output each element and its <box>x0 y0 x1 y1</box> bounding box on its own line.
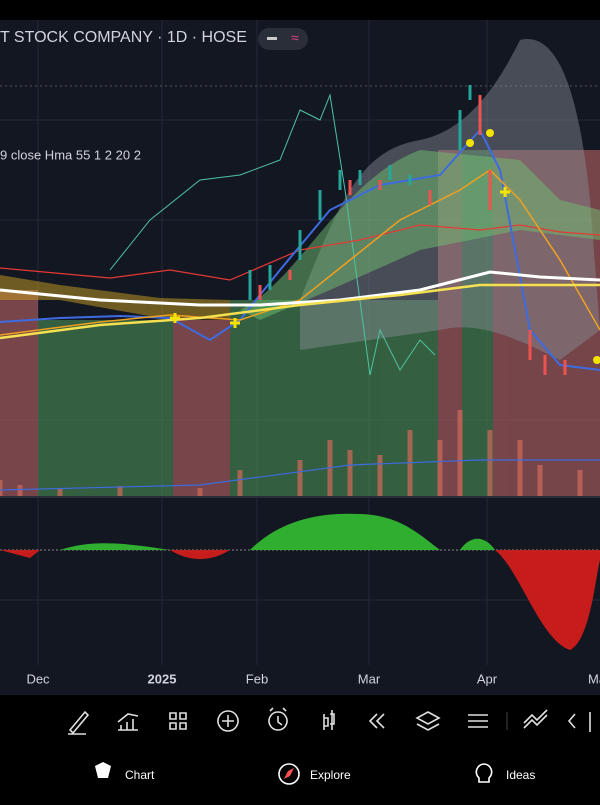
nav-tab[interactable]: Explore <box>310 768 351 782</box>
oscillator-positive <box>60 513 495 550</box>
chart-title: T STOCK COMPANY · 1D · HOSE <box>0 29 247 46</box>
volume-ma <box>0 459 600 491</box>
indicator-line <box>109 93 436 376</box>
x-tick-label: Dec <box>26 671 50 686</box>
explore-needle <box>284 768 294 779</box>
x-tick-label: Mar <box>358 671 381 686</box>
nav-tab[interactable]: Chart <box>125 768 155 782</box>
ideas-tab-icon[interactable] <box>475 763 493 783</box>
x-tick-label: 2025 <box>148 671 177 686</box>
compare-tool[interactable] <box>523 709 548 729</box>
oscillator-negative <box>0 550 600 650</box>
x-tick-label: Ma <box>588 671 600 686</box>
trend-regions <box>0 150 600 497</box>
volume <box>0 410 583 497</box>
nav-tab[interactable]: Ideas <box>506 768 535 782</box>
collapse-icon <box>267 37 277 40</box>
replay-tool[interactable] <box>368 713 385 729</box>
indicators-tool[interactable] <box>117 713 139 731</box>
ma-yellow <box>0 283 600 340</box>
x-tick-label: Apr <box>477 671 498 686</box>
alert-tool[interactable] <box>268 707 288 731</box>
add-tool[interactable] <box>217 710 239 732</box>
red-line <box>0 224 600 281</box>
indicator-label: 9 close Hma 55 1 2 20 2 <box>0 147 141 162</box>
wave-icon: ≈ <box>291 30 299 46</box>
settings-tool[interactable] <box>468 714 488 728</box>
layout-tool[interactable] <box>169 712 187 730</box>
hma-line <box>0 128 600 371</box>
markers <box>170 129 600 364</box>
chart-tab-icon[interactable] <box>95 762 111 778</box>
draw-tool[interactable] <box>68 710 90 735</box>
visibility-toggle[interactable] <box>258 28 308 50</box>
bar-style-tool[interactable] <box>323 710 335 730</box>
candles <box>248 85 567 375</box>
layers-tool[interactable] <box>415 711 441 731</box>
explore-tab-icon[interactable] <box>278 763 300 785</box>
status-bar <box>0 0 600 20</box>
x-tick-label: Feb <box>246 671 268 686</box>
toolbar <box>0 695 600 748</box>
more-tool[interactable] <box>567 712 591 732</box>
orange-line <box>0 169 600 336</box>
cloud-yellow <box>0 275 230 320</box>
